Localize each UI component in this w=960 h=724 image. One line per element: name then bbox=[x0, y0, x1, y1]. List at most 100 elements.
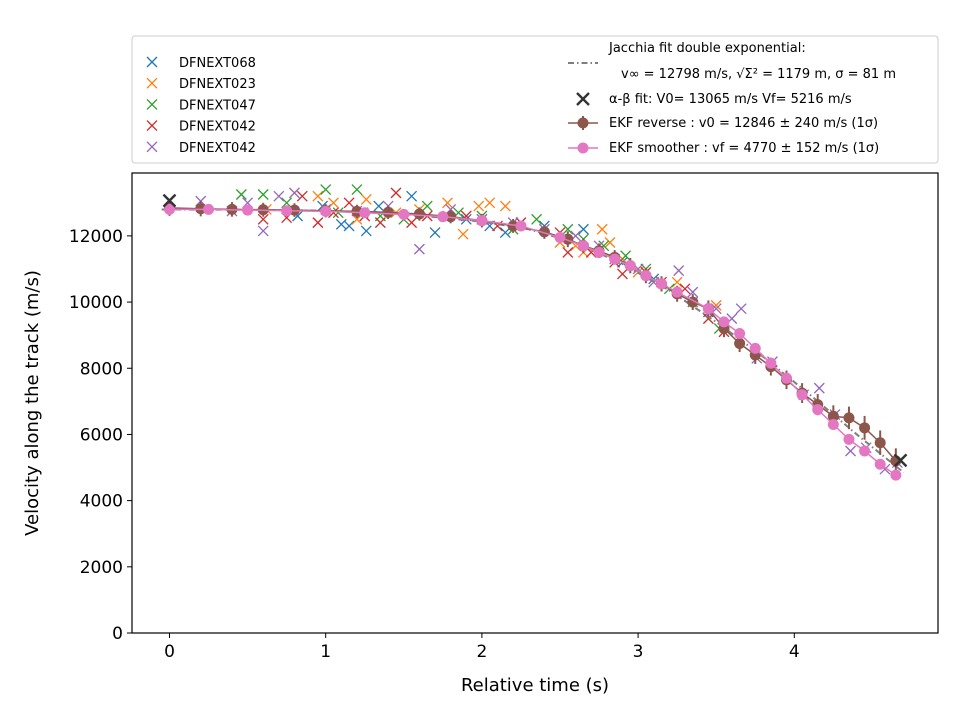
ekf-smoother-point bbox=[640, 270, 652, 282]
data-point-dfnext047 bbox=[257, 189, 269, 200]
data-point-dfnext047 bbox=[562, 223, 574, 235]
data-point-dfnext023-stroke bbox=[499, 200, 511, 212]
ekf-smoother-point bbox=[890, 469, 902, 481]
legend-label-alpha-beta: α-β fit: V0= 13065 m/s Vf= 5216 m/s bbox=[609, 92, 852, 107]
ekf-smoother-point bbox=[749, 342, 761, 354]
data-point-dfnext047-stroke bbox=[620, 250, 632, 262]
legend-camera-entries: DFNEXT068 DFNEXT023 DFNEXT047 DFNEXT042 DFNE… bbox=[146, 56, 256, 156]
data-point-dfnext047 bbox=[235, 189, 247, 200]
data-point-dfnext042-stroke bbox=[845, 445, 856, 457]
legend-label-dfnext023: DFNEXT023 bbox=[179, 77, 256, 92]
alpha-beta-fit-point-stroke bbox=[893, 453, 908, 468]
ekf-smoother-point bbox=[796, 389, 808, 401]
legend-box bbox=[131, 35, 939, 164]
axes-layer: 0 1 2 3 4 0 2000 4000 6000 8000 10000 12000 bbox=[69, 227, 800, 662]
data-point-dfnext047-stroke bbox=[257, 189, 269, 200]
data-point-dfnext042-stroke bbox=[296, 190, 308, 202]
ekf-reverse-point bbox=[827, 410, 839, 422]
legend-label-jacchia-line2: v∞ = 12798 m/s, √Σ² = 1179 m, σ = 81 m bbox=[621, 67, 896, 82]
data-point-dfnext047-stroke bbox=[531, 213, 543, 225]
data-point-dfnext023 bbox=[671, 276, 683, 288]
legend-marker-dfnext047-stroke bbox=[146, 98, 158, 110]
data-point-dfnext042-stroke bbox=[673, 265, 685, 277]
x-tick-label: 0 bbox=[164, 642, 175, 662]
y-tick-label: 10000 bbox=[69, 293, 123, 313]
data-point-dfnext023-stroke bbox=[570, 240, 582, 252]
data-point-dfnext023 bbox=[457, 228, 469, 240]
data-point-dfnext042 bbox=[687, 286, 699, 298]
data-point-dfnext042 bbox=[735, 303, 747, 315]
data-point-dfnext047 bbox=[332, 207, 344, 219]
ekf-smoother-point bbox=[812, 404, 824, 416]
legend-marker-dfnext023 bbox=[146, 77, 158, 89]
data-point-dfnext042 bbox=[406, 217, 418, 229]
data-point-dfnext047-stroke bbox=[562, 223, 574, 235]
data-point-dfnext068 bbox=[499, 227, 511, 239]
data-point-dfnext042-stroke bbox=[390, 187, 402, 199]
x-tick-label: 2 bbox=[476, 642, 487, 662]
data-point-dfnext023 bbox=[473, 200, 485, 212]
data-point-dfnext068-stroke bbox=[343, 220, 355, 232]
data-point-dfnext042 bbox=[257, 213, 269, 225]
alpha-beta-fit-point-stroke bbox=[162, 193, 177, 208]
ekf-smoother-point bbox=[554, 232, 566, 244]
data-point-dfnext042-stroke bbox=[617, 268, 628, 280]
data-point-dfnext042 bbox=[296, 190, 308, 202]
legend: DFNEXT068 DFNEXT023 DFNEXT047 DFNEXT042 DFNE… bbox=[131, 35, 939, 164]
data-point-dfnext042-stroke bbox=[687, 286, 699, 298]
data-point-dfnext023 bbox=[604, 237, 616, 248]
data-point-dfnext023 bbox=[484, 197, 496, 209]
ekf-smoother-point bbox=[281, 205, 293, 217]
data-point-dfnext023 bbox=[442, 197, 453, 209]
data-point-dfnext023 bbox=[596, 223, 608, 235]
x-tick-label: 4 bbox=[789, 642, 800, 662]
ekf-reverse-point bbox=[734, 337, 746, 349]
y-tick-label: 0 bbox=[112, 624, 123, 644]
legend-label-ekf-smoother: EKF smoother : vf = 4770 ± 152 m/s (1σ) bbox=[609, 141, 879, 156]
data-point-dfnext068 bbox=[373, 200, 385, 212]
legend-marker-dfnext068-stroke bbox=[146, 56, 158, 68]
data-point-dfnext023-stroke bbox=[596, 223, 608, 235]
ekf-smoother-point bbox=[843, 433, 855, 445]
data-point-dfnext042 bbox=[257, 225, 269, 237]
data-point-dfnext023-stroke bbox=[484, 197, 496, 209]
data-point-dfnext068-stroke bbox=[429, 227, 441, 239]
ekf-smoother-point bbox=[671, 286, 683, 298]
data-point-dfnext042 bbox=[617, 268, 628, 280]
ekf-smoother-line bbox=[169, 208, 897, 476]
ekf-smoother-point bbox=[203, 203, 215, 215]
ekf-smoother-point bbox=[398, 208, 410, 220]
ekf-reverse-line bbox=[169, 207, 897, 462]
data-point-dfnext023 bbox=[351, 213, 363, 225]
data-point-dfnext023-stroke bbox=[351, 213, 363, 225]
y-tick-label: 2000 bbox=[80, 558, 123, 578]
data-point-dfnext023 bbox=[328, 197, 339, 209]
data-point-dfnext023 bbox=[312, 190, 324, 202]
data-point-dfnext023-stroke bbox=[473, 200, 485, 212]
ekf-smoother-point bbox=[734, 328, 746, 340]
ekf-smoother-point bbox=[827, 419, 839, 431]
jacchia-fit-line bbox=[161, 208, 905, 474]
ekf-smoother-point bbox=[242, 204, 254, 216]
alpha-beta-fit-point bbox=[893, 453, 908, 468]
data-point-dfnext047 bbox=[531, 213, 543, 225]
ekf-smoother-point bbox=[718, 316, 730, 328]
x-tick-label: 1 bbox=[320, 642, 331, 662]
ekf-smoother-point bbox=[163, 203, 175, 215]
data-point-dfnext042-stroke bbox=[632, 263, 644, 275]
legend-label-dfnext042: DFNEXT042 bbox=[179, 141, 256, 156]
ekf-smoother-point bbox=[702, 303, 714, 315]
ekf-smoother-point bbox=[515, 220, 527, 232]
legend-label-dfnext042: DFNEXT042 bbox=[179, 120, 256, 135]
data-point-dfnext042-stroke bbox=[257, 225, 269, 237]
data-point-dfnext068-stroke bbox=[406, 190, 418, 202]
data-point-dfnext042 bbox=[312, 217, 324, 229]
data-point-dfnext042 bbox=[288, 187, 300, 199]
data-point-dfnext042 bbox=[273, 190, 285, 202]
y-tick-label: 12000 bbox=[69, 227, 123, 247]
data-point-dfnext068 bbox=[343, 220, 355, 232]
data-point-dfnext023-stroke bbox=[457, 228, 469, 240]
data-point-dfnext042 bbox=[702, 313, 714, 325]
legend-marker-ekf-smoother bbox=[577, 142, 589, 154]
data-point-dfnext068-stroke bbox=[373, 200, 385, 212]
